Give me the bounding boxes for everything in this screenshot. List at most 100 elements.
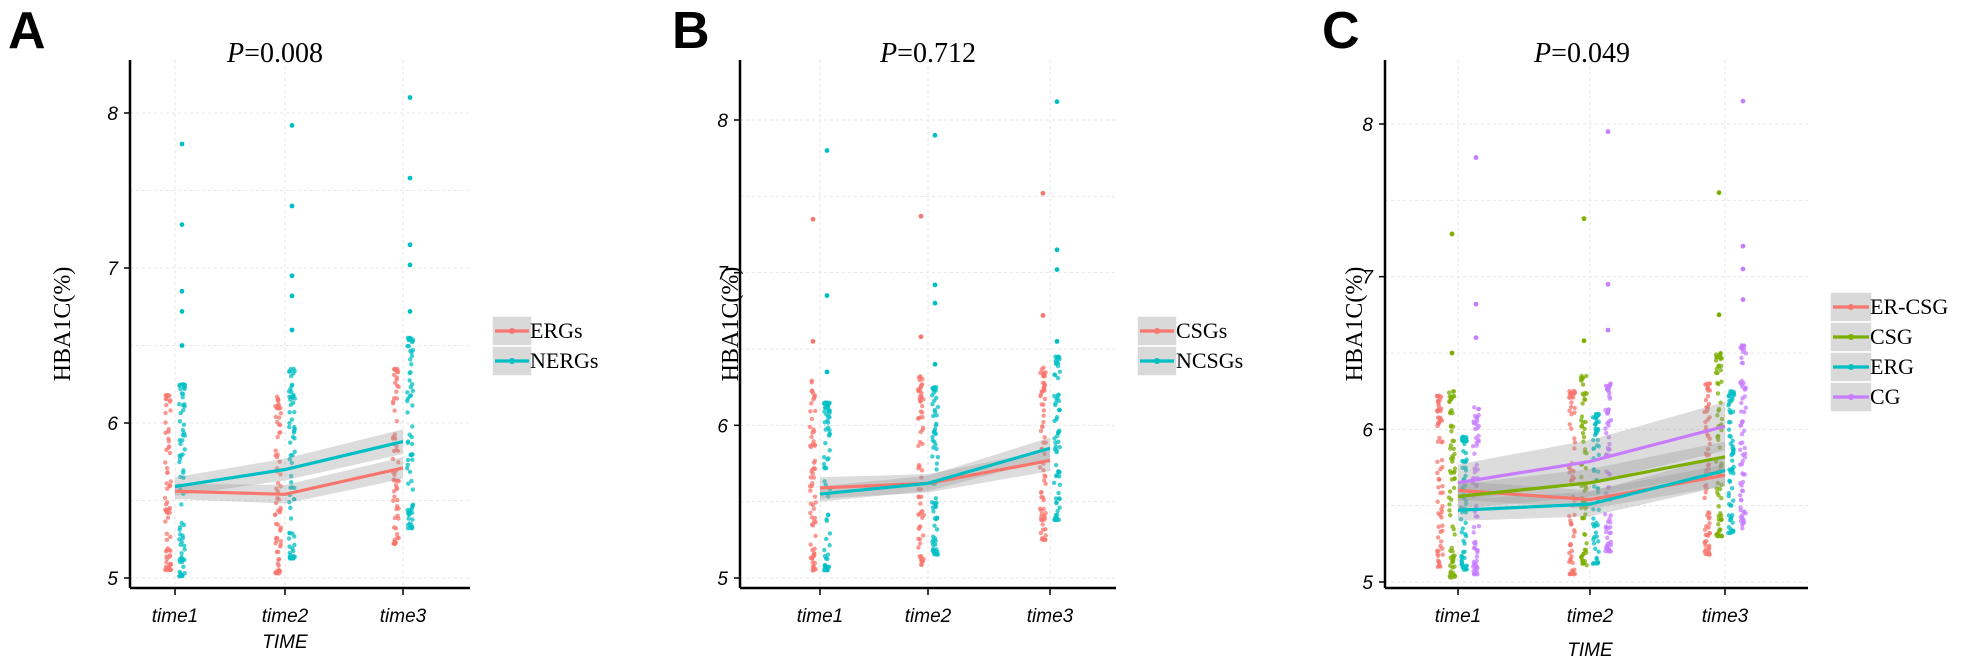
data-point — [1040, 522, 1045, 527]
data-point — [406, 516, 411, 521]
data-point — [292, 542, 297, 548]
data-point — [181, 522, 187, 528]
data-point — [394, 444, 399, 449]
data-point — [1718, 517, 1724, 523]
y-tick-label: 5 — [107, 569, 118, 590]
data-point — [1452, 451, 1457, 457]
data-point — [1702, 527, 1708, 532]
data-point — [1719, 379, 1724, 384]
data-point — [811, 553, 817, 558]
data-point — [392, 515, 398, 521]
data-point — [1581, 434, 1587, 440]
data-point-outlier — [1040, 190, 1046, 196]
data-point-outlier — [1740, 266, 1746, 272]
data-point — [1593, 546, 1598, 552]
data-point — [821, 461, 827, 467]
data-point — [1579, 424, 1584, 429]
data-point — [826, 414, 831, 419]
panel-letter: C — [1322, 2, 1360, 60]
data-point-outlier — [1040, 313, 1046, 318]
x-tick-label: time2 — [905, 606, 952, 627]
data-point — [823, 482, 828, 488]
data-point-outlier — [824, 148, 830, 153]
data-point — [1473, 514, 1478, 519]
legend-key-dot — [1848, 394, 1854, 400]
data-point — [391, 399, 396, 404]
data-point — [1460, 526, 1466, 531]
data-point — [1461, 448, 1466, 454]
data-point — [1580, 430, 1586, 436]
data-point — [821, 454, 827, 460]
data-point — [1476, 523, 1482, 529]
data-point-outlier — [1605, 129, 1611, 135]
data-point — [275, 496, 280, 501]
data-point — [409, 362, 414, 367]
data-point — [1053, 462, 1059, 468]
data-point — [1740, 479, 1746, 485]
data-point — [1739, 513, 1745, 518]
data-point — [1738, 508, 1744, 513]
data-point — [1438, 467, 1443, 472]
data-point — [164, 465, 170, 471]
data-point — [1436, 401, 1441, 406]
data-point — [825, 567, 830, 573]
data-point — [277, 510, 283, 515]
ci-ribbon-erg — [1458, 455, 1725, 521]
y-tick-label: 6 — [717, 416, 728, 437]
data-point — [1703, 424, 1709, 430]
data-point-outlier — [179, 222, 185, 228]
data-point — [1056, 392, 1061, 397]
data-point — [809, 522, 815, 527]
ci-ribbon-cg — [1458, 401, 1725, 502]
data-point — [163, 460, 168, 465]
data-point — [813, 533, 818, 539]
data-point — [405, 410, 410, 415]
y-tick-label: 8 — [1362, 115, 1373, 136]
data-point — [1570, 477, 1575, 482]
data-point — [278, 472, 283, 477]
data-point — [1448, 513, 1453, 518]
data-point — [934, 467, 939, 472]
data-point — [1581, 551, 1586, 557]
data-point — [919, 509, 924, 515]
data-point — [827, 408, 832, 413]
data-point — [1595, 437, 1601, 443]
data-point — [276, 422, 282, 427]
data-point — [808, 488, 813, 493]
data-point — [1608, 542, 1614, 548]
data-point — [1448, 446, 1453, 451]
x-tick-label: time2 — [1567, 606, 1614, 627]
data-point — [824, 518, 829, 524]
data-point — [1440, 484, 1445, 489]
data-point — [292, 497, 297, 502]
data-point-outlier — [179, 343, 185, 348]
data-point — [178, 441, 183, 447]
data-point-outlier — [1449, 231, 1455, 237]
data-point — [823, 536, 829, 542]
data-point — [1717, 486, 1723, 492]
x-axis-title: TIME — [262, 632, 308, 653]
data-point — [1739, 431, 1745, 437]
data-point — [410, 403, 415, 408]
data-point — [932, 523, 937, 528]
data-point — [921, 512, 927, 518]
series-line-csg — [1457, 455, 1726, 499]
data-point — [1728, 441, 1733, 446]
data-point — [1582, 447, 1588, 452]
data-point — [181, 422, 187, 427]
data-point — [931, 509, 936, 514]
data-point — [812, 546, 817, 551]
data-point — [1471, 419, 1476, 424]
data-point — [1476, 423, 1481, 429]
data-point — [1584, 541, 1589, 546]
data-point — [916, 387, 921, 392]
y-tick-label: 7 — [717, 264, 729, 285]
data-point — [1580, 401, 1585, 406]
data-point — [1041, 402, 1046, 407]
data-point — [1056, 407, 1062, 413]
data-point — [1438, 539, 1444, 544]
data-point — [288, 556, 293, 561]
data-point — [276, 563, 281, 568]
data-point — [405, 390, 410, 395]
